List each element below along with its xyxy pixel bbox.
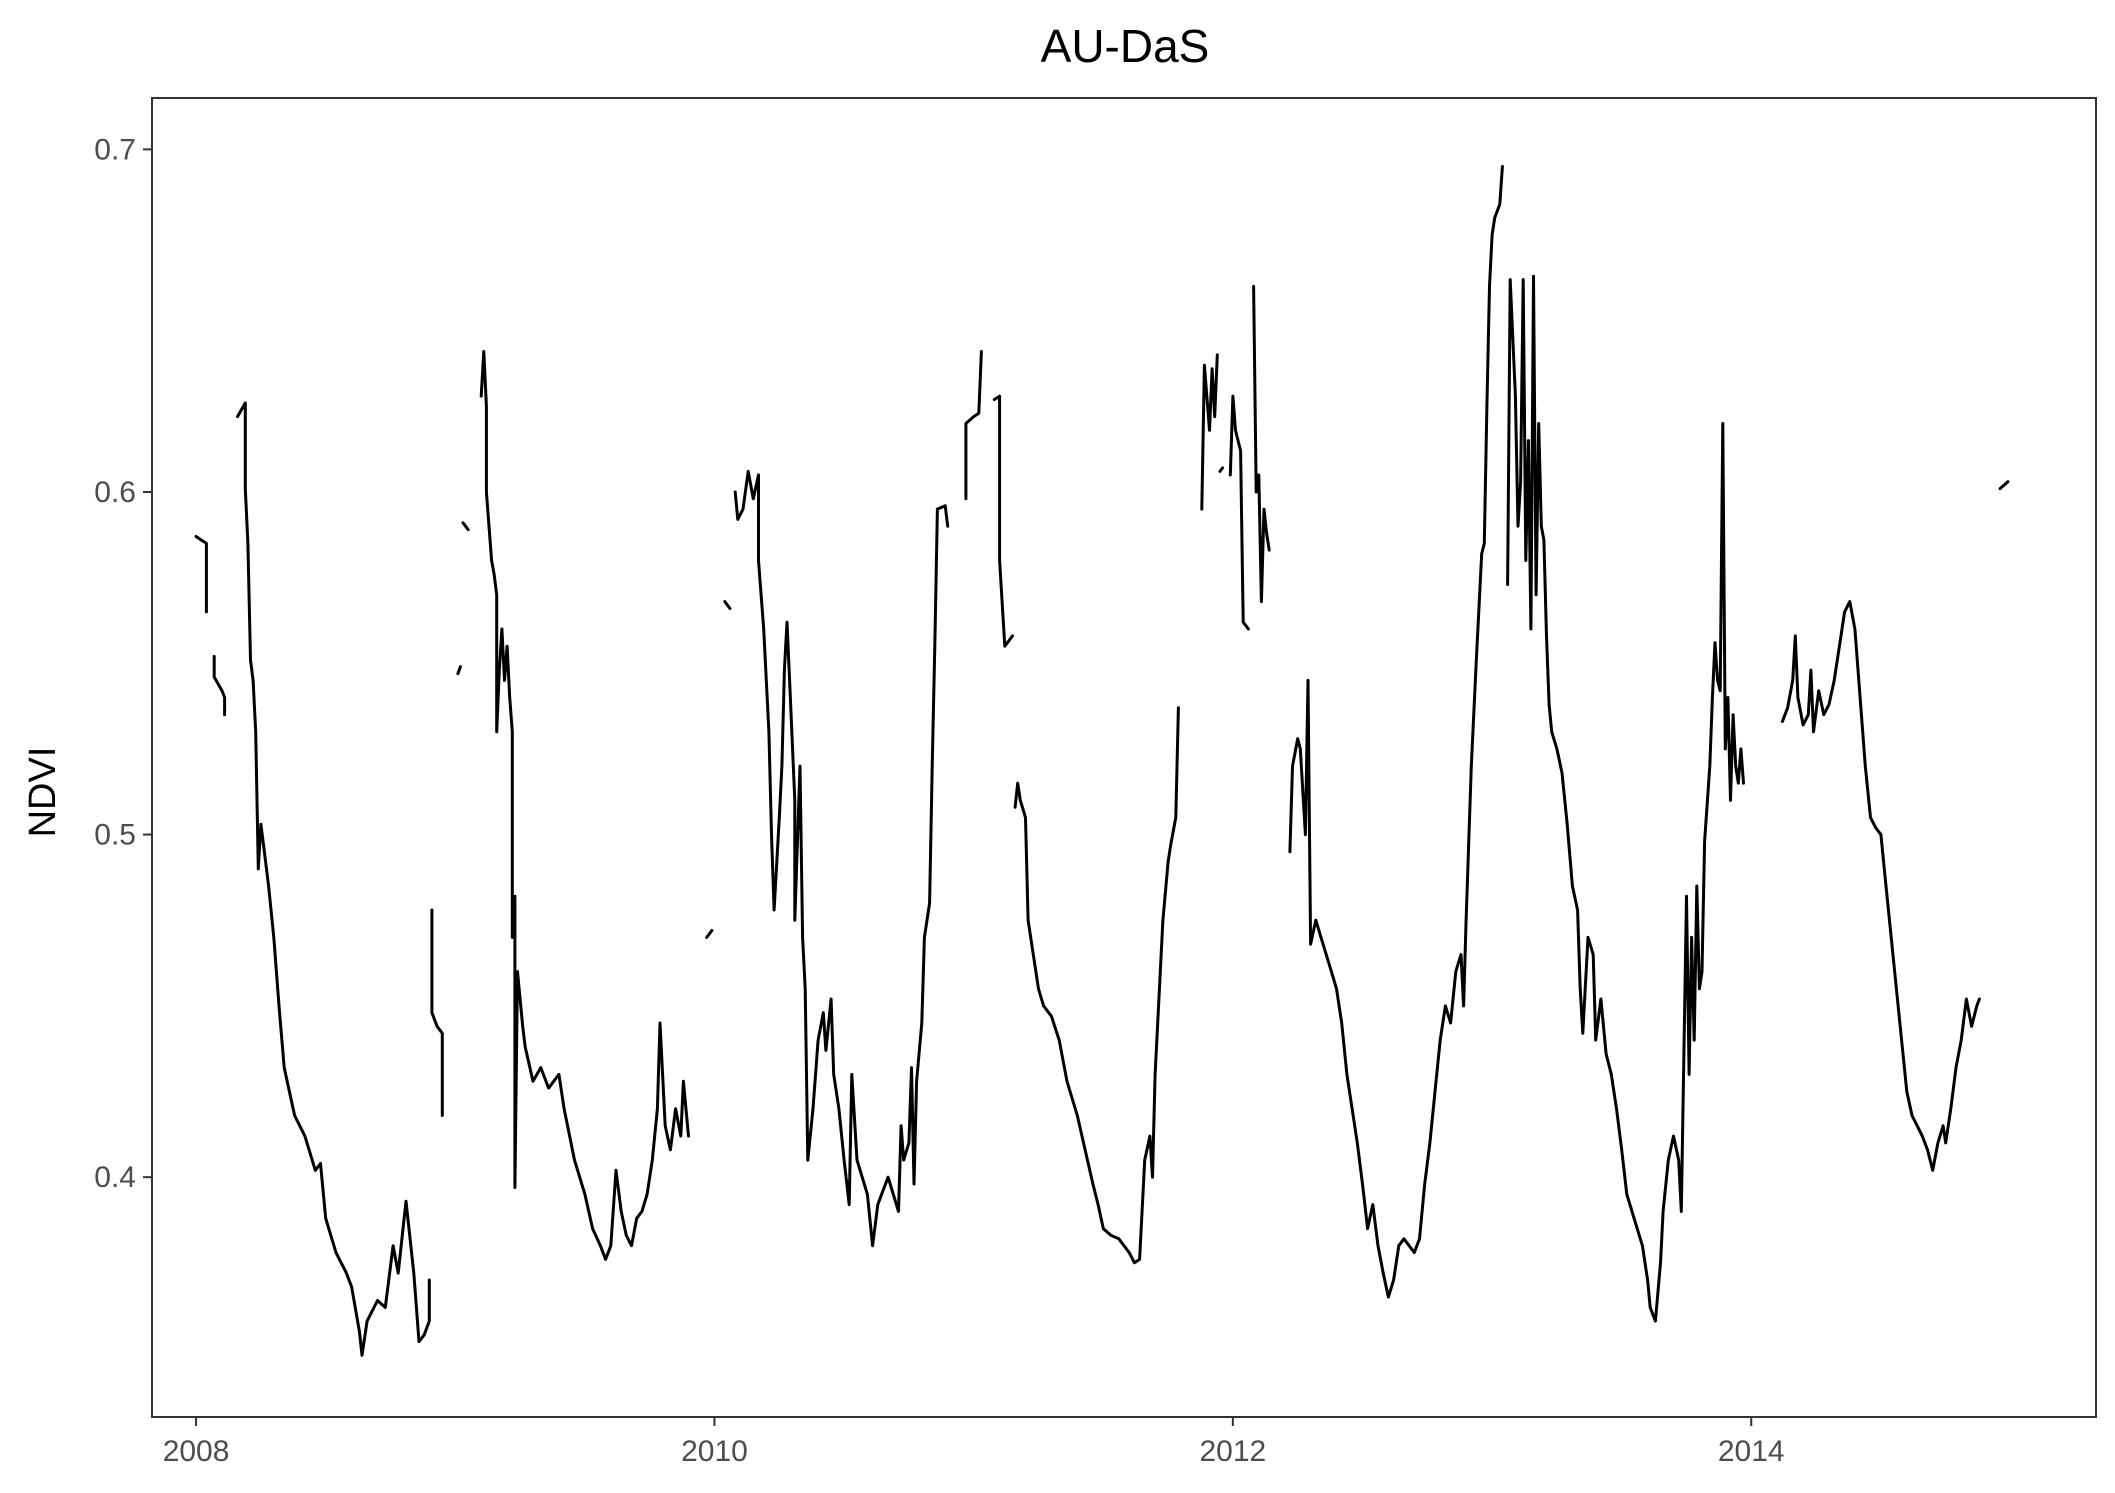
- ndvi-line-segment: [479, 350, 690, 1261]
- ndvi-line-segment: [1252, 284, 1271, 604]
- ndvi-line-segment: [1288, 165, 1504, 1299]
- ndvi-series: [194, 165, 2010, 1357]
- y-tick-label: 0.6: [94, 476, 136, 509]
- y-tick-label: 0.7: [94, 133, 136, 166]
- ndvi-line-segment: [456, 665, 462, 676]
- x-tick-label: 2012: [1199, 1435, 1266, 1468]
- x-tick-label: 2010: [681, 1435, 748, 1468]
- ndvi-line-segment: [1780, 600, 1981, 1172]
- ndvi-line-segment: [705, 929, 714, 939]
- chart-title: AU-DaS: [1041, 20, 1210, 72]
- ndvi-line-segment: [236, 401, 431, 1357]
- ndvi-line-segment: [992, 394, 1014, 648]
- ndvi-line-segment: [194, 535, 208, 614]
- ndvi-line-segment: [212, 654, 227, 717]
- ndvi-line-segment: [1506, 274, 1745, 1323]
- ndvi-line-segment: [723, 600, 732, 610]
- y-tick-label: 0.5: [94, 819, 136, 852]
- y-tick-label: 0.4: [94, 1161, 136, 1194]
- ndvi-line-segment: [733, 469, 950, 1248]
- ndvi-line-segment: [1218, 466, 1224, 473]
- x-tick-label: 2014: [1718, 1435, 1785, 1468]
- y-axis-label: NDVI: [22, 747, 64, 838]
- ndvi-line-segment: [1013, 706, 1180, 1265]
- ndvi-line-segment: [964, 350, 983, 501]
- x-axis: 2008 2010 2012 2014: [163, 1417, 1785, 1468]
- ndvi-line-segment: [461, 521, 470, 532]
- y-axis: 0.4 0.5 0.6 0.7: [94, 133, 152, 1194]
- plot-panel: [151, 97, 2097, 1418]
- ndvi-line-segment: [1228, 394, 1250, 631]
- x-tick-label: 2008: [163, 1435, 230, 1468]
- ndvi-line-segment: [430, 908, 444, 1117]
- ndvi-line-segment: [1200, 353, 1219, 511]
- ndvi-line-segment: [1998, 480, 2010, 491]
